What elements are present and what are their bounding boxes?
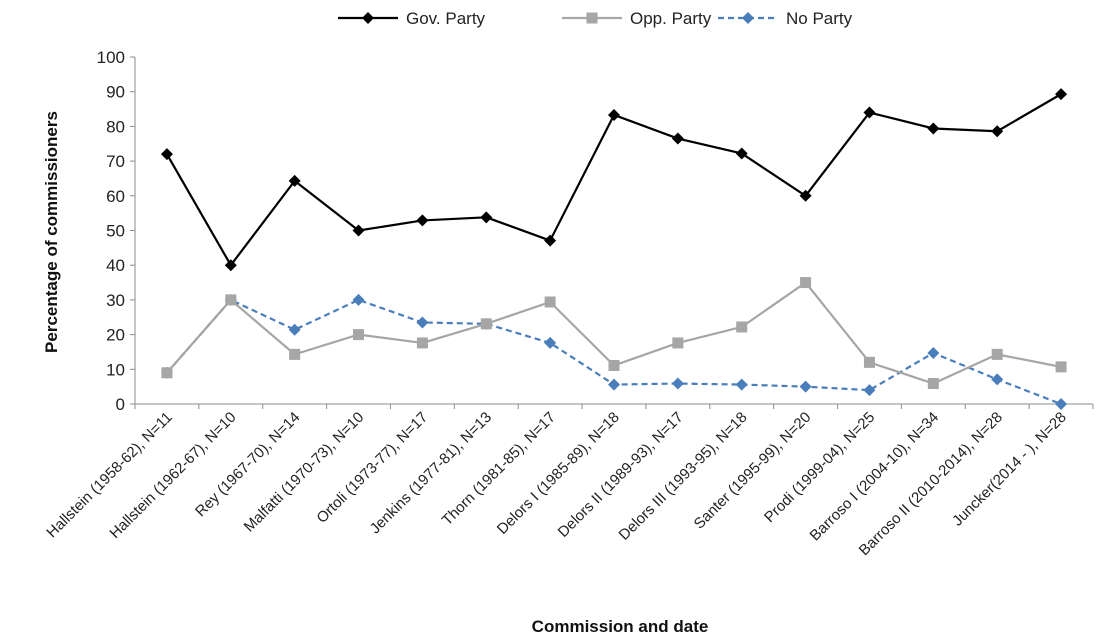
plot-area [160,88,1068,410]
y-tick-label: 0 [116,395,125,414]
x-tick-label: Malfatti (1970-73), N=10 [241,409,368,536]
data-point-no-party [863,384,876,397]
y-tick-label: 90 [106,83,125,102]
data-point-no-party [991,373,1004,386]
data-point-opp-party [991,348,1003,360]
series-gov-party [160,88,1068,272]
data-point-no-party [416,316,429,329]
data-point-gov-party [288,174,301,187]
data-point-no-party [799,380,812,393]
data-point-opp-party [1055,361,1067,373]
data-point-gov-party [735,147,748,160]
y-tick-label: 60 [106,187,125,206]
data-point-opp-party [608,359,620,371]
legend-item-no-party: No Party [718,9,853,28]
data-point-no-party [352,293,365,306]
y-tick-label: 10 [106,360,125,379]
data-point-gov-party [160,148,173,161]
legend-marker-no-party [742,12,754,24]
legend-marker-gov-party [362,12,374,24]
data-point-opp-party [480,318,492,330]
data-point-opp-party [161,367,173,379]
data-point-opp-party [225,294,237,306]
y-axis: 0 10 20 30 40 50 60 70 80 90 100 [97,48,136,414]
y-tick-label: 100 [97,48,125,67]
x-tick-label: Hallstein (1958-62), N=11 [43,409,175,541]
legend-label-opp-party: Opp. Party [630,9,712,28]
data-point-opp-party [289,348,301,360]
data-point-gov-party [608,108,620,121]
data-point-opp-party [416,337,428,349]
data-point-gov-party [799,189,812,202]
data-point-gov-party [352,224,365,237]
x-tick-label: Hallstein (1962-67), N=10 [106,409,239,542]
data-point-no-party [735,378,748,391]
y-tick-label: 30 [106,291,125,310]
x-tick-label: Thorn (1981-85), N=17 [439,409,559,529]
y-tick-label: 40 [106,256,125,275]
x-tick-label: Delors III (1993-95), N=18 [616,409,751,544]
x-axis-title: Commission and date [532,617,709,636]
y-tick-label: 50 [106,222,125,241]
data-point-gov-party [671,132,684,145]
x-tick-label: Rey (1967-70), N=14 [192,409,303,520]
data-point-gov-party [416,214,429,227]
data-point-gov-party [991,125,1004,138]
legend-item-gov-party: Gov. Party [338,9,486,28]
data-point-gov-party [927,122,940,135]
legend-item-opp-party: Opp. Party [562,9,712,28]
x-tick-label: Santer (1995-99), N=20 [691,409,815,533]
x-tick-label: Barroso I (2004-10), N=34 [807,409,943,545]
data-point-no-party [927,346,940,359]
legend: Gov. Party Opp. Party No Party [338,9,853,28]
data-point-no-party [671,377,684,390]
data-point-gov-party [544,234,557,247]
data-point-opp-party [544,296,556,308]
data-point-gov-party [224,259,237,272]
legend-label-no-party: No Party [786,9,853,28]
x-tick-label: Delors II (1989-93), N=17 [555,409,687,541]
series-opp-party [161,277,1067,390]
legend-label-gov-party: Gov. Party [406,9,486,28]
x-tick-label: Prodi (1999-04), N=25 [761,409,878,526]
data-point-opp-party [863,356,875,368]
x-tick-label: Jenkins (1977-81), N=13 [367,409,495,537]
data-point-no-party [1055,398,1068,410]
data-point-opp-party [927,378,939,390]
data-point-opp-party [800,277,812,289]
x-tick-label: Juncker(2014 - ), N=28 [949,409,1070,530]
data-point-no-party [288,323,301,336]
data-point-gov-party [1055,88,1068,101]
data-point-opp-party [353,329,365,341]
data-point-gov-party [863,106,876,119]
y-tick-label: 80 [106,117,125,136]
data-point-opp-party [672,337,684,349]
y-axis-title: Percentage of commissioners [42,111,61,353]
data-point-opp-party [736,321,748,333]
x-tick-label: Delors I (1985-89), N=18 [494,409,623,538]
data-point-gov-party [480,211,493,224]
y-tick-label: 20 [106,326,125,345]
data-point-no-party [544,336,557,349]
legend-marker-opp-party [586,12,598,24]
x-tick-label: Ortoli (1973-77), N=17 [313,409,431,527]
data-point-no-party [608,378,620,391]
y-tick-label: 70 [106,152,125,171]
